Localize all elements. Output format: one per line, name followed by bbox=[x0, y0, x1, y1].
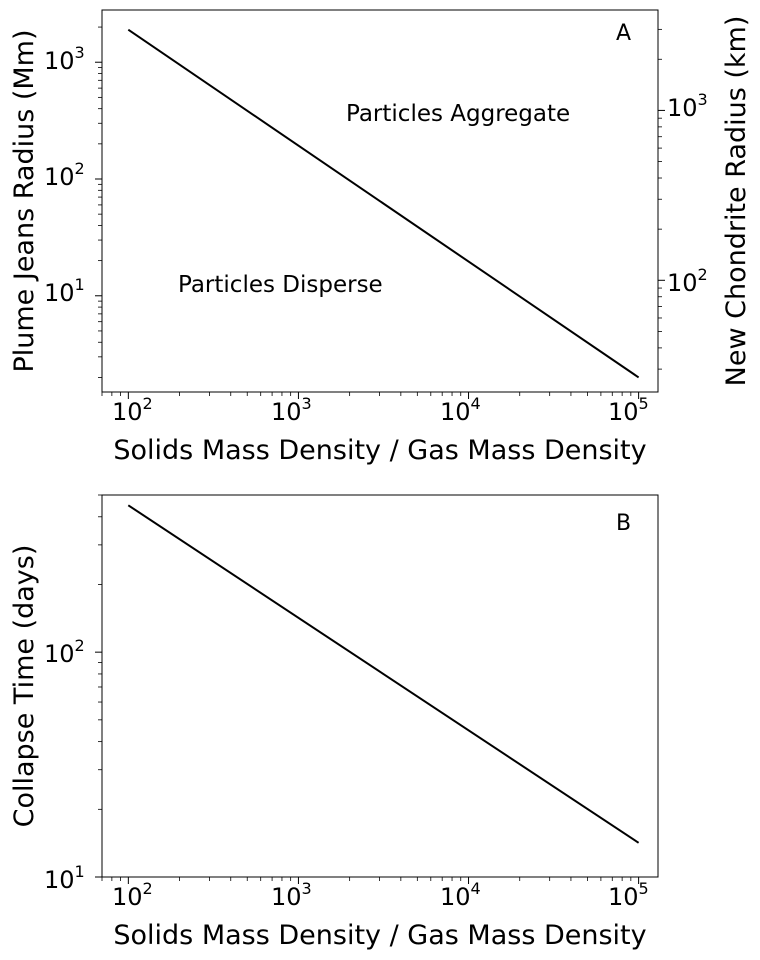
panel-a: A Particles Aggregate Particles Disperse… bbox=[9, 9, 752, 466]
panel-b-series-line bbox=[127, 504, 640, 844]
b-xtick-label-3: 103 bbox=[271, 879, 312, 911]
panel-b-ticks bbox=[95, 494, 640, 884]
b-xtick-label-4: 104 bbox=[440, 879, 481, 911]
panel-b: B 102 103 104 105 101 102 Solids Mass De… bbox=[9, 494, 659, 951]
a-ytick-right-label-2: 102 bbox=[667, 265, 708, 297]
a-ytick-label-2: 102 bbox=[44, 159, 85, 191]
b-ytick-label-2: 102 bbox=[44, 636, 85, 668]
b-xtick-label-5: 105 bbox=[608, 879, 649, 911]
panel-a-frame bbox=[101, 9, 659, 393]
panel-a-ticks bbox=[95, 26, 665, 399]
a-xtick-label-5: 105 bbox=[608, 394, 649, 426]
a-y-axis-title-right: New Chondrite Radius (km) bbox=[721, 16, 752, 387]
panel-a-series-line bbox=[127, 28, 640, 379]
annotation-particles-aggregate: Particles Aggregate bbox=[346, 101, 570, 127]
a-y-axis-title: Plume Jeans Radius (Mm) bbox=[9, 29, 40, 372]
a-ytick-label-3: 103 bbox=[44, 43, 85, 75]
panel-b-tag: B bbox=[616, 511, 631, 536]
a-ytick-right-label-3: 103 bbox=[667, 90, 708, 122]
annotation-particles-disperse: Particles Disperse bbox=[178, 272, 383, 298]
panel-a-tag: A bbox=[616, 21, 631, 46]
panel-b-frame bbox=[101, 494, 659, 878]
b-y-axis-title: Collapse Time (days) bbox=[9, 545, 40, 828]
a-xtick-label-4: 104 bbox=[440, 394, 481, 426]
a-xtick-label-3: 103 bbox=[271, 394, 312, 426]
b-ytick-label-1: 101 bbox=[44, 862, 85, 894]
a-xtick-label-2: 102 bbox=[112, 394, 153, 426]
a-ytick-label-1: 101 bbox=[44, 275, 85, 307]
a-x-axis-title: Solids Mass Density / Gas Mass Density bbox=[113, 435, 646, 466]
b-xtick-label-2: 102 bbox=[112, 879, 153, 911]
b-x-axis-title: Solids Mass Density / Gas Mass Density bbox=[113, 920, 646, 951]
